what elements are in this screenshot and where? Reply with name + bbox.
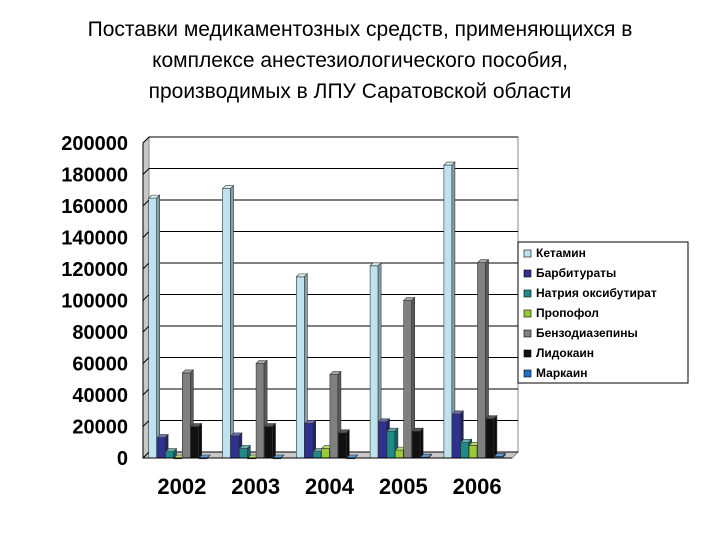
bar-front [190, 426, 199, 459]
bar-front [304, 423, 314, 459]
bar [411, 427, 424, 459]
gridline [142, 231, 150, 238]
bar [337, 429, 351, 459]
bar-front [451, 413, 461, 459]
chart-title-line: производимых в ЛПУ Саратовской области [148, 80, 572, 103]
x-tick-label: 2003 [231, 474, 280, 499]
bar-front [403, 300, 413, 459]
y-tick-label: 80000 [72, 322, 128, 344]
bar-front [255, 363, 265, 459]
legend-swatch [523, 369, 532, 378]
bar-front [321, 448, 330, 459]
legend-label: Лидокаин [536, 346, 594, 360]
gridline [142, 262, 150, 270]
legend-label: Кетамин [536, 246, 586, 260]
bar [164, 447, 178, 459]
bar-front [337, 432, 347, 459]
legend-label: Натрия оксибутират [536, 286, 657, 300]
bar-front [182, 372, 191, 459]
legend-label: Маркаин [536, 366, 587, 380]
bar-side [501, 452, 506, 459]
bar-front [165, 451, 174, 459]
chart-title-line: Поставки медикаментозных средств, примен… [87, 18, 633, 41]
bar-side [156, 194, 160, 459]
y-tick-label: 200000 [61, 133, 128, 155]
bar-front [369, 265, 379, 459]
legend-label: Бензодиазепины [536, 326, 638, 340]
legend-label: Барбитураты [536, 266, 616, 280]
bar-side [493, 414, 498, 459]
gridline [142, 168, 150, 175]
bar-front [378, 421, 387, 459]
legend-swatch [523, 349, 532, 358]
bar [238, 444, 252, 459]
bar-front [239, 448, 248, 459]
bar-front [443, 164, 453, 459]
legend: Кетамин Барбитураты Натрия оксибутират Проп… [517, 241, 689, 384]
bar-side [345, 429, 350, 459]
bar-side [206, 454, 211, 459]
bar [263, 422, 277, 459]
x-tick-label: 2006 [453, 474, 502, 499]
bar-front [477, 262, 486, 459]
gridline [142, 136, 150, 144]
bar-front [156, 437, 166, 459]
bar [147, 194, 161, 459]
bar-front [329, 374, 339, 459]
y-tick-label: 40000 [72, 385, 128, 407]
legend-swatch [523, 329, 532, 338]
bar-side [419, 427, 424, 459]
bar-front [394, 449, 404, 459]
bar [485, 414, 498, 459]
bar-front [222, 188, 231, 459]
bar-side [198, 422, 202, 459]
bar-front [411, 430, 421, 459]
legend-swatch [523, 309, 532, 318]
bar [303, 419, 317, 459]
chart-title-line: комплексе анестезиологического пособия, [152, 49, 568, 72]
bar-side [354, 454, 358, 459]
y-tick-label: 0 [117, 448, 128, 470]
legend-swatch [523, 289, 532, 298]
legend-box [517, 241, 689, 384]
bar-front [460, 441, 470, 459]
x-tick-label: 2002 [157, 474, 206, 499]
bar [189, 422, 203, 459]
legend-swatch [523, 269, 532, 278]
bar-front [468, 445, 478, 459]
legend-swatch [523, 249, 532, 258]
y-tick-label: 20000 [72, 417, 128, 439]
bar-front [485, 418, 495, 459]
bar-front [264, 426, 273, 459]
gridline [142, 294, 150, 301]
y-tick-label: 120000 [61, 259, 128, 281]
y-tick-label: 160000 [61, 196, 128, 218]
gridline [142, 199, 150, 207]
y-tick-label: 60000 [72, 354, 128, 376]
x-tick-label: 2004 [305, 474, 355, 499]
bar-side [230, 184, 234, 459]
gridline [142, 325, 150, 333]
bar-side [280, 454, 285, 459]
bar-front [386, 430, 396, 459]
axes: 2000001800001600001400001200001000008000… [61, 133, 512, 499]
x-tick-label: 2005 [379, 474, 428, 499]
y-tick-label: 180000 [61, 165, 128, 187]
bar-front [230, 435, 240, 459]
y-tick-label: 140000 [61, 228, 128, 250]
bar-front [312, 451, 322, 459]
bar [221, 184, 235, 459]
y-tick-label: 100000 [61, 291, 128, 313]
gridline [142, 420, 150, 427]
bar-front [148, 197, 157, 459]
gridline [142, 357, 150, 364]
bar-side [272, 422, 276, 459]
legend-label: Пропофол [536, 306, 599, 320]
chart-title: Поставки медикаментозных средств, примен… [0, 14, 720, 107]
gridline [142, 388, 150, 396]
gridline [142, 451, 150, 459]
bar-front [295, 276, 305, 459]
